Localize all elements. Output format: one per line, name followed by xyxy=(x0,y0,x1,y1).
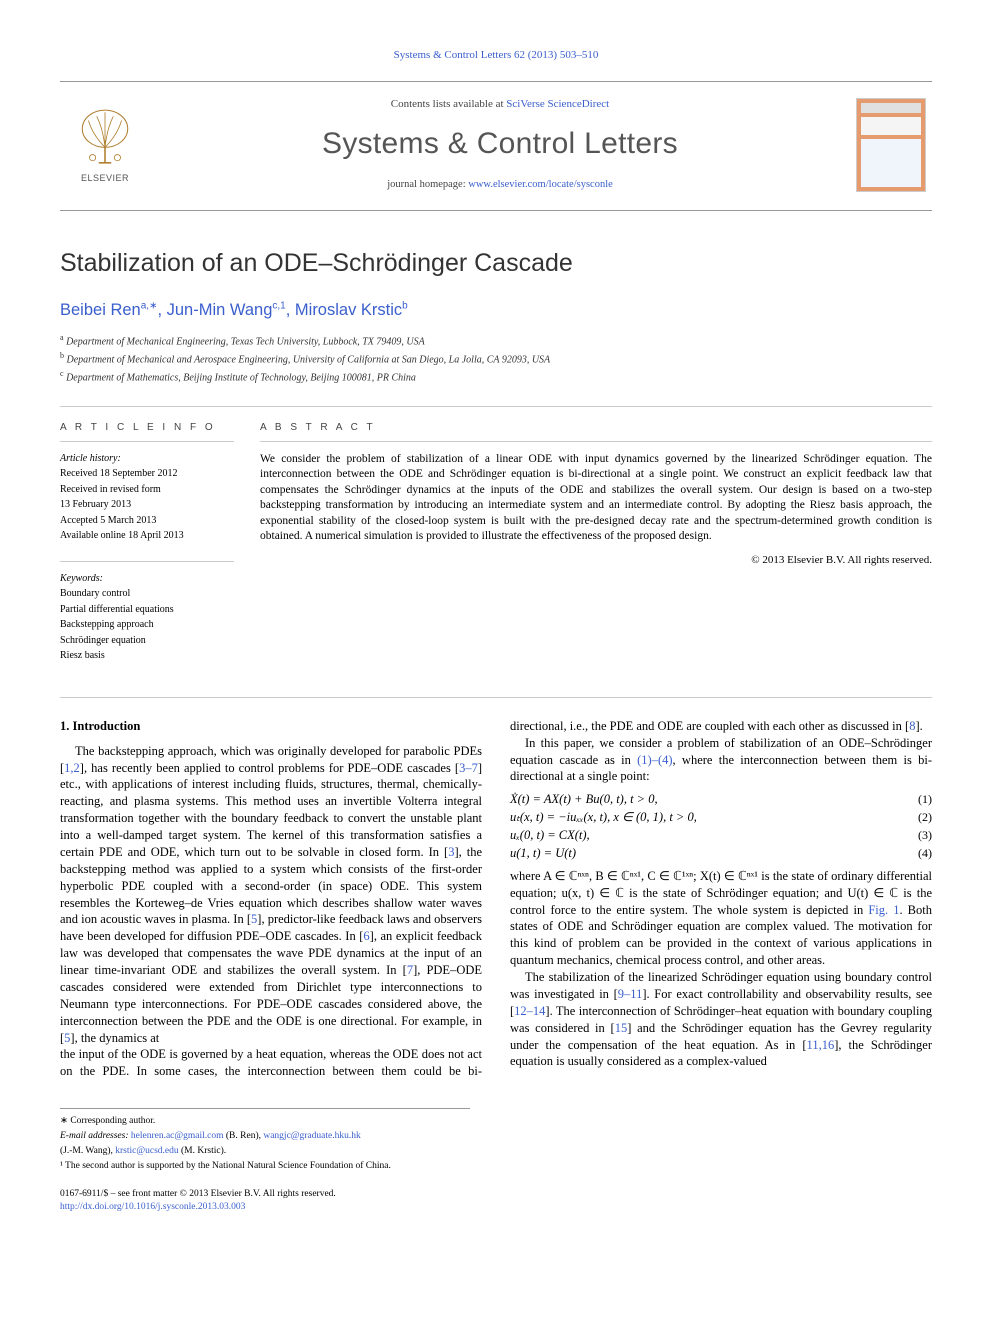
doi-link[interactable]: http://dx.doi.org/10.1016/j.sysconle.201… xyxy=(60,1202,245,1212)
kw-2: Backstepping approach xyxy=(60,618,234,632)
article-info: A R T I C L E I N F O Article history: R… xyxy=(60,421,260,681)
contents-line: Contents lists available at SciVerse Sci… xyxy=(144,97,856,112)
abstract-head: A B S T R A C T xyxy=(260,421,932,442)
history-label: Article history: xyxy=(60,452,234,466)
history-1: Received in revised form xyxy=(60,483,234,497)
equation-block: Ẋ(t) = AX(t) + Bu(0, t), t > 0,(1) uₜ(x,… xyxy=(510,791,932,862)
section-1-head: 1. Introduction xyxy=(60,718,482,735)
ref-9-11[interactable]: 9–11 xyxy=(618,987,643,1001)
eq-3: uₓ(0, t) = CX(t),(3) xyxy=(510,827,932,844)
kw-4: Riesz basis xyxy=(60,649,234,663)
email-1[interactable]: helenren.ac@gmail.com xyxy=(131,1131,224,1141)
ref-3-7[interactable]: 3–7 xyxy=(459,761,478,775)
article-title: Stabilization of an ODE–Schrödinger Casc… xyxy=(60,247,932,281)
homepage-line: journal homepage: www.elsevier.com/locat… xyxy=(144,178,856,192)
ref-eq14[interactable]: (1)–(4) xyxy=(637,753,672,767)
ref-15[interactable]: 15 xyxy=(615,1021,628,1035)
contents-prefix: Contents lists available at xyxy=(391,98,506,110)
journal-name: Systems & Control Letters xyxy=(144,124,856,165)
para-4: where A ∈ ℂⁿˣⁿ, B ∈ ℂⁿˣ¹, C ∈ ℂ¹ˣⁿ; X(t)… xyxy=(510,868,932,969)
author-1: Beibei Rena,∗ xyxy=(60,301,157,319)
affiliation-c: c Department of Mathematics, Beijing Ins… xyxy=(60,369,932,385)
kw-1: Partial differential equations xyxy=(60,603,234,617)
masthead: ELSEVIER Contents lists available at Sci… xyxy=(60,81,932,211)
ref-1-2[interactable]: 1,2 xyxy=(64,761,80,775)
sciencedirect-link[interactable]: SciVerse ScienceDirect xyxy=(506,98,609,110)
email-line: E-mail addresses: helenren.ac@gmail.com … xyxy=(60,1130,470,1143)
kw-0: Boundary control xyxy=(60,587,234,601)
footer-copyright: 0167-6911/$ – see front matter © 2013 El… xyxy=(60,1188,932,1201)
eq-4: u(1, t) = U(t)(4) xyxy=(510,845,932,862)
corr-author: ∗ Corresponding author. xyxy=(60,1115,470,1128)
eq-1: Ẋ(t) = AX(t) + Bu(0, t), t > 0,(1) xyxy=(510,791,932,808)
footnote-1: ¹ The second author is supported by the … xyxy=(60,1160,470,1173)
homepage-link[interactable]: www.elsevier.com/locate/sysconle xyxy=(468,179,613,190)
kw-3: Schrödinger equation xyxy=(60,634,234,648)
abstract-block: A B S T R A C T We consider the problem … xyxy=(260,421,932,681)
affiliation-a: a Department of Mechanical Engineering, … xyxy=(60,333,932,349)
elsevier-tree-icon xyxy=(74,106,136,168)
footnotes: ∗ Corresponding author. E-mail addresses… xyxy=(60,1108,470,1172)
ref-11-16[interactable]: 11,16 xyxy=(807,1038,835,1052)
history-3: Accepted 5 March 2013 xyxy=(60,514,234,528)
ref-fig1[interactable]: Fig. 1 xyxy=(868,903,899,917)
para-5: The stabilization of the linearized Schr… xyxy=(510,969,932,1070)
ref-12-14[interactable]: 12–14 xyxy=(514,1004,545,1018)
keywords-label: Keywords: xyxy=(60,572,234,586)
para-3: In this paper, we consider a problem of … xyxy=(510,735,932,786)
email-2[interactable]: wangjc@graduate.hku.hk xyxy=(263,1131,360,1141)
homepage-prefix: journal homepage: xyxy=(387,179,468,190)
history-2: 13 February 2013 xyxy=(60,498,234,512)
affiliation-b: b Department of Mechanical and Aerospace… xyxy=(60,351,932,367)
author-2: Jun-Min Wangc,1 xyxy=(167,301,286,319)
publisher-name: ELSEVIER xyxy=(81,172,129,184)
article-info-head: A R T I C L E I N F O xyxy=(60,421,234,442)
affiliations: a Department of Mechanical Engineering, … xyxy=(60,333,932,384)
history-0: Received 18 September 2012 xyxy=(60,467,234,481)
email-3[interactable]: krstic@ucsd.edu xyxy=(115,1146,178,1156)
abstract-copyright: © 2013 Elsevier B.V. All rights reserved… xyxy=(260,553,932,568)
author-list: Beibei Rena,∗, Jun-Min Wangc,1, Miroslav… xyxy=(60,299,932,321)
body-columns: 1. Introduction The backstepping approac… xyxy=(60,718,932,1080)
running-head: Systems & Control Letters 62 (2013) 503–… xyxy=(60,48,932,63)
journal-cover-thumb xyxy=(856,98,926,192)
eq-2: uₜ(x, t) = −iuₓₓ(x, t), x ∈ (0, 1), t > … xyxy=(510,809,932,826)
page-footer: 0167-6911/$ – see front matter © 2013 El… xyxy=(60,1188,932,1214)
author-3: Miroslav Krsticb xyxy=(295,301,408,319)
abstract-text: We consider the problem of stabilization… xyxy=(260,452,932,545)
para-1: The backstepping approach, which was ori… xyxy=(60,743,482,1047)
email-line-2: (J.-M. Wang), krstic@ucsd.edu (M. Krstic… xyxy=(60,1145,470,1158)
publisher-logo: ELSEVIER xyxy=(66,106,144,184)
history-4: Available online 18 April 2013 xyxy=(60,529,234,543)
